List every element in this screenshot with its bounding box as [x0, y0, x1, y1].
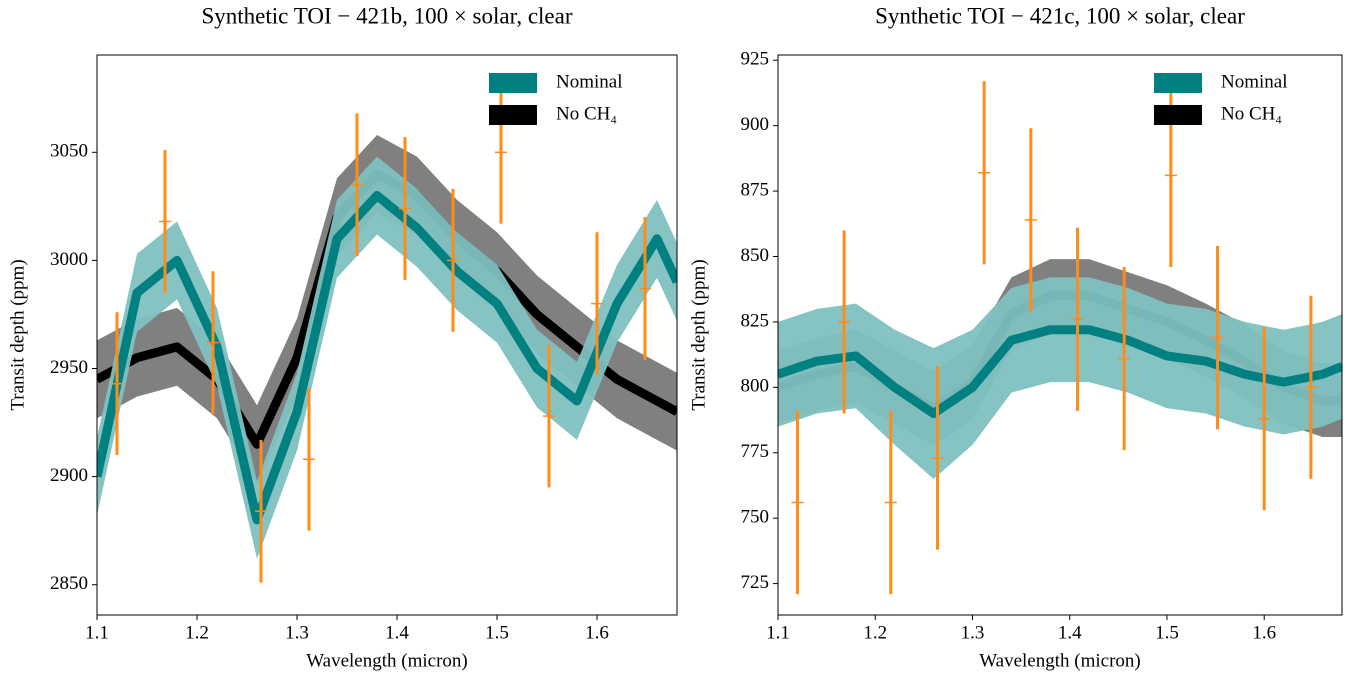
x-axis-label: Wavelength (micron): [306, 650, 468, 671]
x-tick-label: 1.5: [1155, 622, 1179, 643]
y-tick-label: 900: [741, 114, 770, 135]
plot-area: [97, 80, 677, 583]
x-tick-label: 1.3: [285, 622, 309, 643]
y-tick-label: 725: [741, 572, 770, 593]
y-tick-label: 825: [741, 310, 770, 331]
y-tick-label: 2950: [50, 357, 88, 378]
legend-label: Nominal: [556, 71, 623, 92]
x-tick-label: 1.1: [85, 622, 109, 643]
legend-swatch: [1154, 73, 1202, 93]
chart-title: Synthetic TOI − 421b, 100 × solar, clear: [201, 3, 572, 28]
y-tick-label: 3000: [50, 249, 88, 270]
chart-title: Synthetic TOI − 421c, 100 × solar, clear: [875, 3, 1245, 28]
x-tick-label: 1.2: [185, 622, 209, 643]
y-tick-label: 925: [741, 49, 770, 70]
x-tick-label: 1.6: [1252, 622, 1276, 643]
x-tick-label: 1.3: [961, 622, 985, 643]
y-axis-label: Transit depth (ppm): [7, 259, 28, 410]
y-tick-label: 800: [741, 376, 770, 397]
x-tick-label: 1.1: [766, 622, 790, 643]
band-area: [97, 135, 677, 484]
x-tick-label: 1.5: [485, 622, 509, 643]
y-tick-label: 750: [741, 507, 770, 528]
x-tick-label: 1.4: [1058, 622, 1082, 643]
legend-swatch: [1154, 105, 1202, 125]
y-tick-label: 2900: [50, 465, 88, 486]
legend-label: Nominal: [1221, 71, 1288, 92]
plot-area: [778, 81, 1342, 595]
x-tick-label: 1.2: [863, 622, 887, 643]
y-axis-label: Transit depth (ppm): [688, 259, 709, 410]
y-tick-label: 875: [741, 179, 770, 200]
x-tick-label: 1.6: [585, 622, 609, 643]
legend-label: No CH₄: [556, 103, 617, 124]
axes-frame: [777, 54, 1343, 616]
y-tick-label: 850: [741, 245, 770, 266]
y-tick-label: 775: [741, 441, 770, 462]
y-tick-label: 3050: [50, 141, 88, 162]
band-area: [778, 277, 1342, 479]
legend-label: No CH₄: [1221, 103, 1282, 124]
legend-swatch: [489, 73, 537, 93]
x-tick-label: 1.4: [385, 622, 409, 643]
y-tick-label: 2850: [50, 573, 88, 594]
x-axis-label: Wavelength (micron): [979, 650, 1141, 671]
legend-swatch: [489, 105, 537, 125]
axes-frame: [96, 54, 678, 616]
